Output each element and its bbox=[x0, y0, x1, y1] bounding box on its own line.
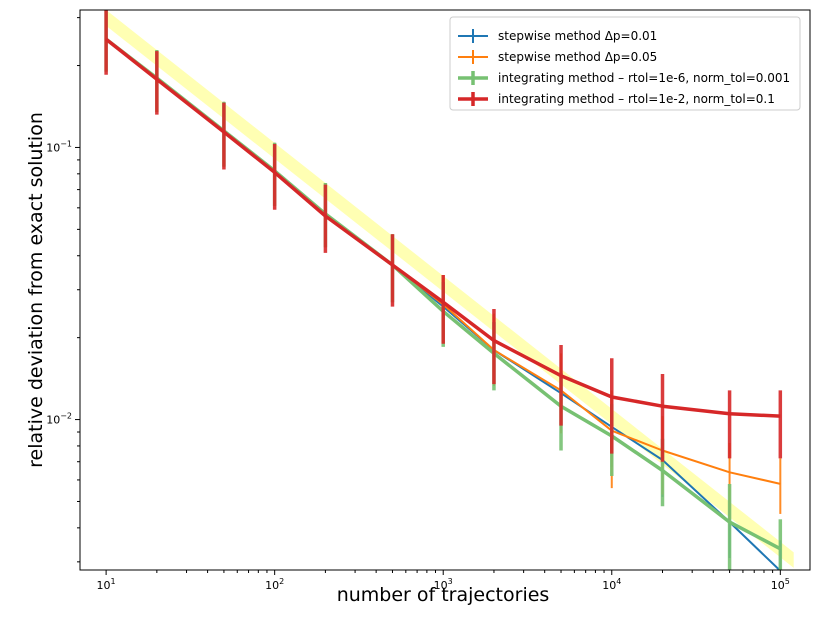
y-tick-label: 10−1 bbox=[46, 139, 72, 154]
legend-item-3: integrating method – rtol=1e-6, norm_tol… bbox=[458, 71, 790, 85]
legend-label: stepwise method Δp=0.05 bbox=[498, 50, 657, 64]
legend-item-1: stepwise method Δp=0.01 bbox=[458, 29, 657, 43]
legend-label: integrating method – rtol=1e-2, norm_tol… bbox=[498, 92, 775, 106]
legend-label: stepwise method Δp=0.01 bbox=[498, 29, 657, 43]
x-tick-label: 105 bbox=[771, 577, 790, 592]
legend-box bbox=[449, 16, 801, 111]
x-tick-label: 101 bbox=[97, 577, 116, 592]
x-axis-label: number of trajectories bbox=[337, 584, 550, 606]
x-tick-label: 102 bbox=[265, 577, 284, 592]
legend: stepwise method Δp=0.01 stepwise method Δ… bbox=[449, 16, 801, 111]
y-tick-label: 10−2 bbox=[46, 412, 72, 427]
legend-item-4: integrating method – rtol=1e-2, norm_tol… bbox=[458, 92, 775, 106]
series-4 bbox=[104, 10, 783, 462]
y-axis-label: relative deviation from exact solution bbox=[25, 112, 47, 468]
reference-band bbox=[106, 10, 794, 568]
legend-item-2: stepwise method Δp=0.05 bbox=[458, 50, 657, 64]
series-line bbox=[105, 37, 781, 418]
legend-label: integrating method – rtol=1e-6, norm_tol… bbox=[498, 71, 790, 85]
x-tick-label: 104 bbox=[602, 577, 621, 592]
